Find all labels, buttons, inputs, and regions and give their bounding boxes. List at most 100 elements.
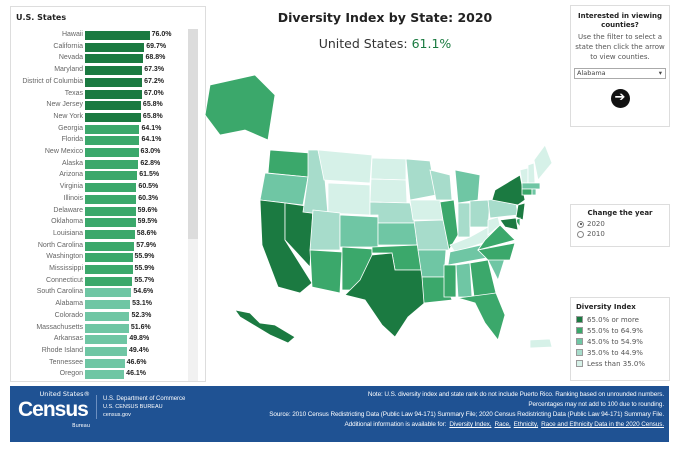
state-row[interactable]: Colorado 52.3%	[11, 311, 191, 322]
state-name: Nevada	[58, 54, 83, 62]
state-or[interactable]	[259, 172, 309, 206]
state-nd[interactable]	[370, 157, 407, 181]
state-tx[interactable]	[344, 252, 429, 338]
state-value: 52.3%	[131, 311, 152, 319]
state-value: 76.0%	[151, 31, 172, 38]
scrollbar-thumb[interactable]	[188, 29, 198, 239]
state-wy[interactable]	[327, 182, 371, 216]
state-row[interactable]: Alaska 62.8%	[11, 159, 191, 170]
radio-2020[interactable]: 2020	[577, 220, 663, 228]
state-ma[interactable]	[521, 182, 541, 190]
state-name: Oregon	[59, 370, 83, 378]
state-ia[interactable]	[409, 199, 444, 221]
state-ks[interactable]	[377, 222, 418, 246]
state-row[interactable]: Delaware 59.6%	[11, 206, 191, 217]
state-ut[interactable]	[309, 209, 341, 251]
state-value: 65.8%	[142, 101, 163, 109]
state-wa[interactable]	[267, 149, 311, 178]
state-ak[interactable]	[204, 74, 276, 141]
state-bar	[85, 31, 150, 40]
state-value: 67.3%	[144, 66, 165, 74]
state-md[interactable]	[499, 217, 519, 231]
state-hi[interactable]	[234, 309, 296, 344]
state-row[interactable]: Rhode Island 49.4%	[11, 346, 191, 357]
footer: United States® Census Bureau U.S. Depart…	[10, 386, 669, 442]
state-row[interactable]: Nevada 68.8%	[11, 53, 191, 64]
legend-swatch	[576, 316, 583, 323]
state-ar[interactable]	[417, 249, 447, 278]
state-row[interactable]: Oklahoma 59.5%	[11, 217, 191, 228]
state-select[interactable]: Alabama ▾	[574, 68, 666, 79]
state-wv[interactable]	[487, 216, 501, 236]
state-al[interactable]	[455, 262, 473, 298]
state-list-heading: U.S. States	[16, 13, 67, 22]
state-row[interactable]: South Carolina 54.6%	[11, 287, 191, 298]
state-row[interactable]: New Mexico 63.0%	[11, 147, 191, 158]
legend-swatch	[576, 360, 583, 367]
state-row[interactable]: Mississippi 55.9%	[11, 264, 191, 275]
state-ri[interactable]	[531, 188, 537, 196]
state-list-panel: U.S. States Hawaii 76.0% California 69.7% Ne…	[10, 6, 206, 382]
state-value: 55.9%	[134, 265, 155, 272]
state-value: 61.5%	[139, 171, 160, 179]
radio-empty-icon	[577, 230, 584, 238]
us-map[interactable]	[200, 55, 565, 385]
state-in[interactable]	[457, 202, 471, 238]
link-race-ethnicity-2020[interactable]: Race and Ethnicity Data in the 2020 Cens…	[541, 421, 664, 428]
state-row[interactable]: Illinois 60.3%	[11, 194, 191, 205]
state-row[interactable]: Florida 64.1%	[11, 135, 191, 146]
state-oh[interactable]	[469, 199, 491, 228]
state-row[interactable]: Oregon 46.1%	[11, 369, 191, 380]
state-row[interactable]: District of Columbia 67.2%	[11, 77, 191, 88]
state-il[interactable]	[439, 199, 459, 252]
state-ct[interactable]	[521, 188, 533, 196]
state-row[interactable]: Tennessee 46.6%	[11, 358, 191, 369]
state-name: Washington	[46, 253, 83, 261]
state-row[interactable]: Arkansas 49.8%	[11, 334, 191, 345]
census-gov-link[interactable]: census.gov	[103, 412, 131, 418]
state-ms[interactable]	[443, 264, 457, 298]
state-ny[interactable]	[491, 174, 526, 206]
state-mo[interactable]	[413, 219, 451, 251]
state-row[interactable]: Texas 67.0%	[11, 89, 191, 100]
state-co[interactable]	[339, 214, 379, 248]
state-value: 62.8%	[140, 159, 161, 167]
us-diversity-index: United States: 61.1%	[318, 36, 452, 51]
state-row[interactable]: Washington 55.9%	[11, 252, 191, 263]
state-row[interactable]: Louisiana 58.6%	[11, 229, 191, 240]
state-row[interactable]: Maryland 67.3%	[11, 65, 191, 76]
state-row[interactable]: Massachusetts 51.6%	[11, 323, 191, 334]
state-row[interactable]: North Carolina 57.9%	[11, 241, 191, 252]
state-va[interactable]	[477, 224, 516, 251]
state-nh[interactable]	[527, 162, 536, 184]
state-row[interactable]: New Jersey 65.8%	[11, 100, 191, 111]
state-bar	[85, 323, 129, 333]
arrow-right-icon[interactable]: ➔	[610, 89, 630, 108]
state-row[interactable]: Arizona 61.5%	[11, 170, 191, 181]
state-az[interactable]	[309, 249, 343, 294]
state-row[interactable]: Georgia 64.1%	[11, 124, 191, 135]
state-row[interactable]: Virginia 60.5%	[11, 182, 191, 193]
state-row[interactable]: Hawaii 76.0%	[11, 30, 191, 41]
link-race[interactable]: Race,	[494, 421, 511, 428]
state-nj[interactable]	[515, 202, 526, 221]
state-name: Alabama	[55, 300, 83, 308]
state-me[interactable]	[533, 144, 553, 181]
state-mi[interactable]	[454, 169, 481, 204]
year-selector: Change the year 2020 2010	[570, 204, 670, 247]
state-sd[interactable]	[369, 178, 408, 204]
link-diversity-index[interactable]: Diversity Index,	[449, 421, 492, 428]
scrollbar[interactable]	[188, 29, 198, 381]
state-row[interactable]: Connecticut 55.7%	[11, 276, 191, 287]
radio-2010[interactable]: 2010	[577, 230, 663, 238]
state-bar	[85, 77, 143, 87]
state-row[interactable]: Alabama 53.1%	[11, 299, 191, 310]
link-ethnicity[interactable]: Ethnicity,	[513, 421, 539, 428]
census-logo[interactable]: United States® Census Bureau	[18, 390, 90, 430]
state-mt[interactable]	[317, 149, 373, 184]
state-row[interactable]: New York 65.8%	[11, 112, 191, 123]
state-nc[interactable]	[477, 242, 516, 261]
state-row[interactable]: California 69.7%	[11, 42, 191, 53]
state-fl[interactable]	[457, 292, 506, 341]
state-pr[interactable]	[529, 338, 553, 349]
